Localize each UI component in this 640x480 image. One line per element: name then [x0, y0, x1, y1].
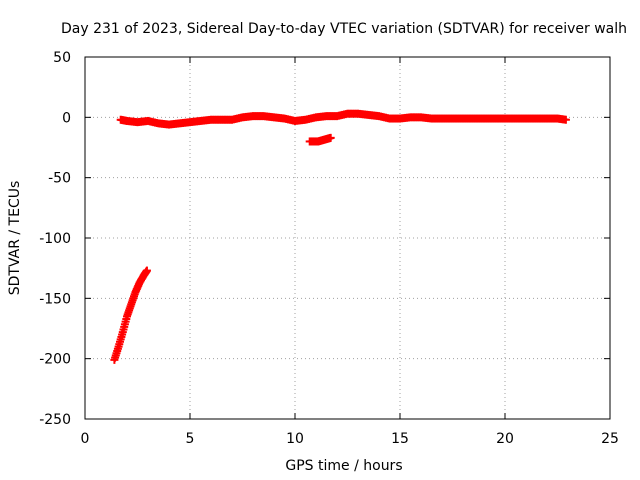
series-segment-3: [305, 133, 335, 146]
series-segment-2: [116, 109, 570, 129]
x-tick-label: 5: [186, 431, 195, 447]
y-tick-label: -150: [39, 291, 71, 307]
data-point: [326, 133, 335, 142]
y-tick-label: -250: [39, 412, 71, 428]
x-tick-label: 0: [81, 431, 90, 447]
y-tick-label: 0: [62, 110, 71, 126]
data-point: [142, 266, 151, 275]
x-tick-label: 10: [286, 431, 304, 447]
y-tick-label: 50: [53, 50, 71, 66]
y-tick-label: -100: [39, 231, 71, 247]
data-point: [561, 115, 570, 124]
x-tick-label: 20: [496, 431, 514, 447]
y-axis-label: SDTVAR / TECUs: [7, 181, 23, 296]
y-tick-label: -200: [39, 352, 71, 368]
x-tick-label: 15: [391, 431, 409, 447]
x-tick-label: 25: [601, 431, 619, 447]
series-segment-1: [110, 266, 151, 364]
axis-ticks: 0 5 10 15 20 25 50 0 -50 -100 -150 -200 -250: [39, 50, 619, 447]
x-axis-label: GPS time / hours: [285, 458, 402, 474]
chart-title: Day 231 of 2023, Sidereal Day-to-day VTE…: [61, 21, 627, 37]
y-tick-label: -50: [48, 171, 71, 187]
data-points: [110, 109, 570, 364]
